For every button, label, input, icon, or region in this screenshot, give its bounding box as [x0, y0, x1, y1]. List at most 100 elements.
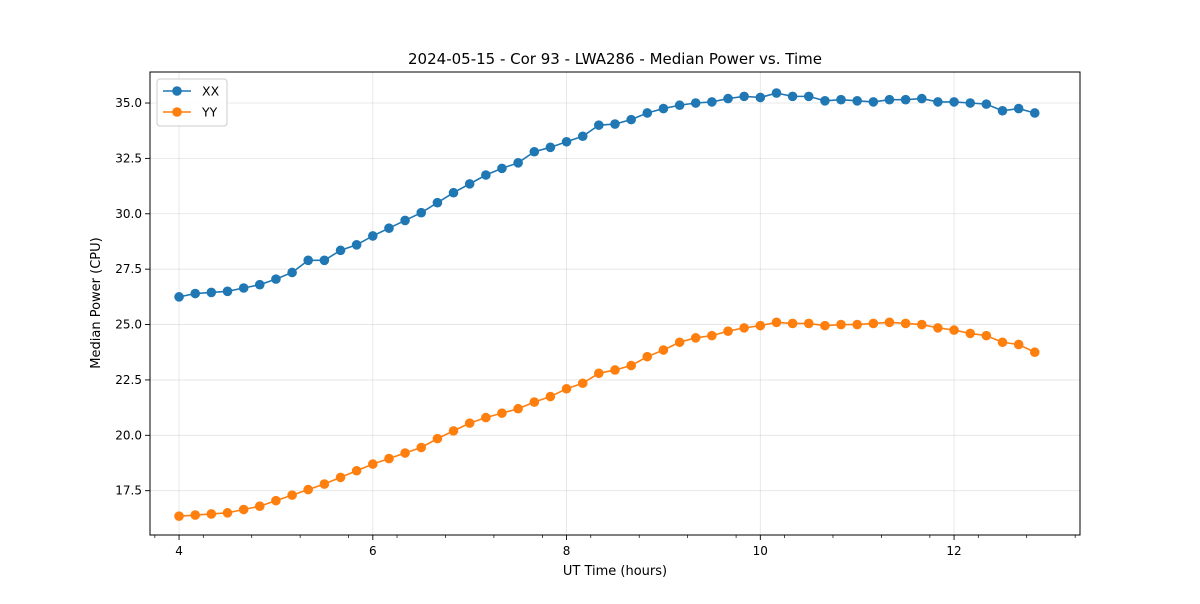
data-point-yy — [432, 433, 443, 444]
series-xx — [174, 88, 1040, 302]
data-point-xx — [674, 100, 685, 111]
data-point-xx — [820, 95, 830, 106]
legend-label: YY — [201, 105, 218, 120]
data-point-xx — [626, 114, 636, 125]
data-point-yy — [884, 317, 895, 328]
y-tick-label: 30.0 — [115, 207, 142, 221]
data-point-yy — [416, 442, 427, 453]
data-point-yy — [464, 418, 475, 428]
data-point-xx — [271, 274, 281, 284]
data-point-xx — [206, 287, 217, 298]
data-point-xx — [707, 97, 717, 107]
data-point-yy — [174, 511, 184, 521]
data-point-yy — [351, 465, 362, 476]
data-point-yy — [852, 319, 862, 330]
data-point-xx — [949, 97, 959, 107]
data-point-xx — [965, 98, 976, 108]
x-tick-label: 6 — [369, 544, 377, 558]
x-tick-label: 12 — [946, 544, 961, 558]
data-point-xx — [174, 292, 184, 302]
data-point-xx — [464, 179, 475, 189]
data-point-yy — [303, 484, 313, 495]
y-tick-label: 20.0 — [115, 428, 142, 442]
data-point-yy — [949, 325, 959, 335]
data-point-xx — [577, 131, 588, 142]
data-point-yy — [287, 490, 297, 500]
data-point-xx — [755, 92, 766, 103]
data-point-yy — [642, 351, 653, 362]
data-point-yy — [513, 403, 523, 414]
data-point-yy — [238, 504, 249, 515]
data-point-yy — [965, 328, 976, 339]
data-point-xx — [836, 94, 846, 105]
data-point-yy — [529, 397, 540, 407]
data-point-yy — [384, 453, 394, 464]
data-point-yy — [900, 318, 911, 329]
data-point-yy — [674, 337, 685, 348]
data-point-yy — [803, 318, 814, 329]
data-point-xx — [594, 120, 604, 130]
data-point-xx — [448, 187, 459, 198]
data-point-yy — [610, 365, 620, 375]
data-point-xx — [723, 93, 733, 104]
x-tick-label: 10 — [753, 544, 768, 558]
data-point-yy — [400, 448, 410, 458]
data-point-xx — [545, 142, 556, 153]
y-tick-label: 17.5 — [115, 484, 142, 498]
series-line-xx — [178, 92, 1035, 298]
data-point-xx — [335, 245, 346, 256]
legend-item-xx: XX — [163, 84, 220, 99]
data-point-yy — [561, 383, 572, 394]
data-point-yy — [577, 378, 588, 389]
data-point-xx — [432, 197, 443, 208]
data-point-xx — [933, 97, 943, 107]
y-axis-label: Median Power (CPU) — [89, 237, 104, 368]
data-point-yy — [497, 408, 507, 418]
data-point-xx — [658, 103, 669, 114]
data-point-xx — [997, 105, 1008, 116]
data-point-xx — [351, 239, 362, 250]
data-point-xx — [1013, 103, 1024, 114]
data-point-yy — [594, 368, 604, 379]
data-point-yy — [690, 333, 701, 343]
data-point-yy — [1013, 339, 1024, 350]
y-tick-label: 27.5 — [115, 262, 142, 276]
data-point-yy — [271, 495, 281, 506]
grid-layer — [150, 72, 1080, 535]
data-point-xx — [368, 231, 378, 241]
data-point-yy — [206, 509, 217, 519]
data-point-yy — [222, 508, 233, 518]
y-tick-label: 32.5 — [115, 151, 142, 165]
data-point-xx — [803, 91, 814, 102]
x-tick-label: 4 — [175, 544, 183, 558]
legend-label: XX — [202, 84, 220, 99]
data-point-yy — [190, 510, 201, 520]
x-axis-label: UT Time (hours) — [563, 564, 667, 579]
data-point-yy — [755, 320, 766, 331]
data-point-xx — [561, 136, 572, 147]
data-point-yy — [933, 323, 943, 333]
data-point-xx — [868, 97, 879, 107]
data-point-yy — [545, 391, 556, 402]
data-point-yy — [868, 318, 879, 329]
data-point-xx — [787, 91, 798, 102]
data-point-xx — [190, 288, 201, 299]
data-point-yy — [707, 330, 717, 341]
data-point-xx — [238, 283, 249, 293]
data-point-xx — [852, 95, 862, 106]
data-point-yy — [997, 337, 1008, 348]
data-point-yy — [319, 479, 330, 489]
data-point-xx — [400, 215, 410, 226]
data-point-xx — [917, 93, 927, 104]
data-point-xx — [384, 223, 394, 233]
legend: XX YY — [156, 78, 228, 127]
data-point-yy — [335, 472, 346, 483]
data-point-xx — [900, 94, 911, 105]
data-point-yy — [368, 459, 378, 469]
data-point-yy — [448, 426, 459, 436]
data-point-xx — [1029, 108, 1040, 118]
data-point-yy — [481, 412, 491, 423]
x-tick-label: 8 — [563, 544, 571, 558]
legend-marker — [172, 107, 182, 117]
data-point-xx — [497, 163, 507, 174]
